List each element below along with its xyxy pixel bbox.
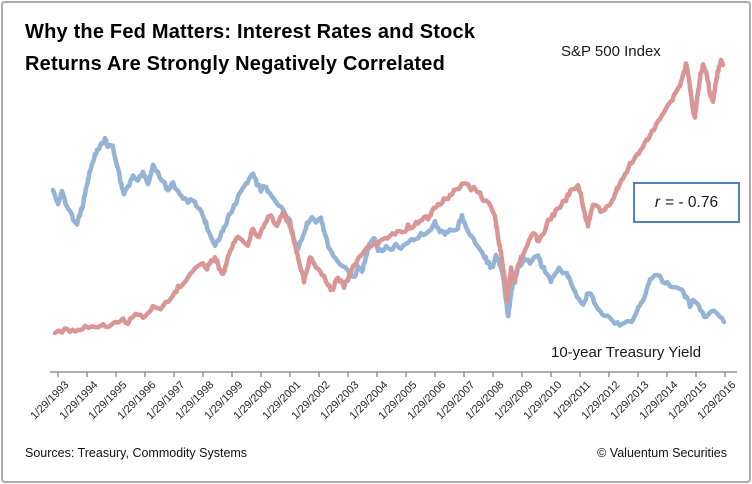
chart-title: Why the Fed Matters: Interest Rates and … bbox=[25, 16, 475, 80]
correlation-box: r = - 0.76 bbox=[633, 182, 740, 223]
sources-note: Sources: Treasury, Commodity Systems bbox=[25, 446, 248, 460]
sp500-line bbox=[52, 57, 726, 336]
chart-title-line1: Why the Fed Matters: Interest Rates and … bbox=[25, 21, 476, 43]
sp500-series-label: S&P 500 Index bbox=[561, 43, 661, 60]
correlation-r-value: = - 0.76 bbox=[665, 193, 719, 211]
chart-title-line2: Returns Are Strongly Negatively Correlat… bbox=[25, 53, 445, 75]
treasury-yield-line bbox=[50, 135, 727, 328]
correlation-r-symbol: r bbox=[654, 193, 661, 211]
treasury-yield-series-label: 10-year Treasury Yield bbox=[551, 344, 702, 361]
copyright-note: © Valuentum Securities bbox=[597, 446, 727, 460]
